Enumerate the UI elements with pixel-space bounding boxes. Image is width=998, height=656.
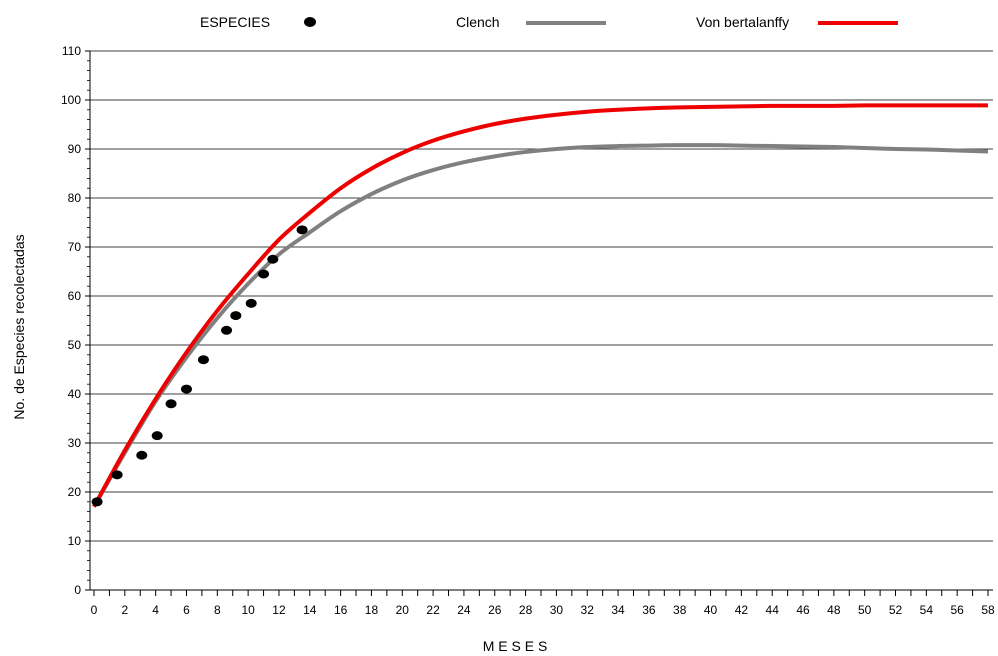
data-point-especies [258, 269, 270, 279]
series-group [91, 103, 989, 508]
x-tick-label: 50 [858, 603, 872, 617]
x-tick-label: 44 [766, 603, 780, 617]
legend-label-especies: ESPECIES [200, 14, 270, 30]
y-tick-label: 60 [68, 289, 82, 303]
y-tick-label: 80 [68, 191, 82, 205]
legend-marker-especies [304, 17, 316, 27]
x-tick-label: 42 [735, 603, 749, 617]
grid [90, 50, 993, 542]
series-line-clench [92, 143, 989, 508]
y-tick-label: 110 [62, 44, 81, 58]
x-tick-label: 32 [581, 603, 595, 617]
y-tick-label: 50 [68, 338, 82, 352]
x-tick-label: 12 [272, 603, 286, 617]
data-point-especies [267, 254, 279, 264]
data-point-especies [136, 450, 148, 460]
x-tick-label: 16 [334, 603, 348, 617]
x-tick-label: 34 [611, 603, 625, 617]
data-point-especies [165, 399, 177, 409]
data-point-especies [111, 470, 123, 480]
x-tick-label: 30 [550, 603, 564, 617]
x-tick-label: 2 [121, 603, 128, 617]
y-tick-label: 20 [68, 485, 82, 499]
x-tick-label: 52 [889, 603, 903, 617]
data-point-especies [245, 298, 257, 308]
data-point-especies [221, 325, 233, 335]
x-tick-label: 10 [241, 603, 255, 617]
series-line-von-bertalanffy [92, 103, 988, 508]
y-tick-label: 70 [68, 240, 82, 254]
x-axis-title: M E S E S [483, 638, 548, 654]
x-tick-label: 40 [704, 603, 718, 617]
x-tick-label: 38 [673, 603, 687, 617]
x-tick-label: 0 [91, 603, 98, 617]
data-point-especies [230, 311, 242, 321]
y-tick-label: 90 [68, 142, 82, 156]
y-tick-label: 40 [68, 387, 82, 401]
legend-label-von-bertalanffy: Von bertalanffy [696, 14, 789, 30]
x-tick-label: 22 [426, 603, 440, 617]
data-point-especies [296, 225, 308, 235]
x-tick-label: 48 [827, 603, 841, 617]
data-point-especies [197, 355, 209, 365]
x-tick-label: 36 [642, 603, 656, 617]
data-point-especies [151, 431, 163, 441]
x-tick-label: 6 [183, 603, 190, 617]
x-tick-label: 26 [488, 603, 502, 617]
x-tick-label: 58 [981, 603, 995, 617]
y-tick-label: 10 [68, 534, 82, 548]
data-point-especies [91, 497, 103, 507]
y-tick-label: 0 [74, 583, 81, 597]
legend-label-clench: Clench [456, 14, 500, 30]
x-tick-label: 54 [920, 603, 934, 617]
data-point-especies [180, 384, 192, 394]
x-tick-label: 56 [950, 603, 964, 617]
x-tick-label: 14 [303, 603, 317, 617]
x-tick-label: 4 [152, 603, 159, 617]
x-tick-label: 28 [519, 603, 533, 617]
x-tick-label: 46 [796, 603, 810, 617]
y-tick-label: 30 [68, 436, 82, 450]
y-tick-label: 100 [61, 93, 81, 107]
x-tick-label: 24 [457, 603, 471, 617]
legend: ESPECIES Clench Von bertalanffy [200, 14, 898, 30]
y-axis-title: No. de Especies recolectadas [11, 234, 27, 419]
x-tick-label: 20 [396, 603, 410, 617]
x-tick-label: 8 [214, 603, 221, 617]
x-tick-label: 18 [365, 603, 379, 617]
